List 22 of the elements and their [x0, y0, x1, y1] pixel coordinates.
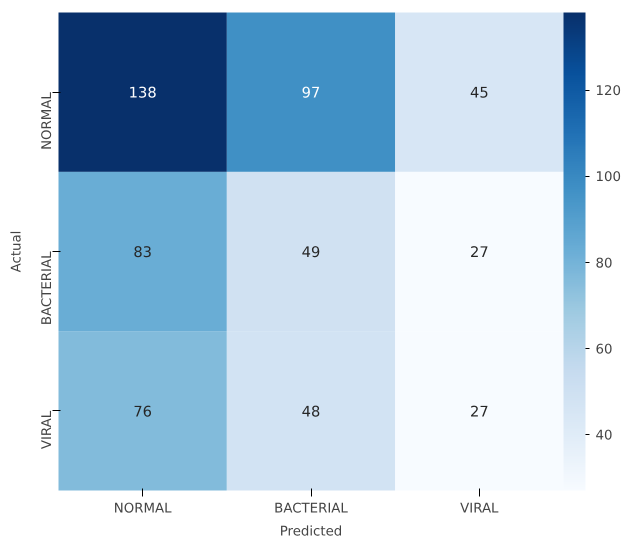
- x-tick-label: VIRAL: [460, 502, 500, 516]
- data-label: 97: [302, 84, 320, 102]
- y-tick-label: VIRAL: [40, 410, 55, 450]
- y-tick-label: NORMAL: [40, 92, 55, 150]
- color-bar-label: 60: [596, 342, 612, 358]
- x-tick-label: BACTERIAL: [274, 502, 348, 516]
- data-label: 138: [128, 84, 157, 102]
- y-axis-title: Actual: [10, 230, 24, 272]
- color-bar-label: 40: [596, 428, 612, 444]
- data-label: 83: [133, 244, 152, 261]
- y-tick-label: BACTERIAL: [40, 250, 55, 326]
- color-bar-label: 80: [596, 256, 612, 272]
- data-label: 45: [470, 84, 489, 102]
- x-tick-label: NORMAL: [114, 502, 172, 516]
- x-axis-title: Predicted: [280, 524, 342, 540]
- data-label: 27: [470, 244, 489, 261]
- data-label: 48: [302, 403, 320, 420]
- data-label: 76: [133, 403, 152, 420]
- color-bar-label: 100: [596, 170, 621, 186]
- data-label: 27: [470, 403, 489, 420]
- data-label: 49: [302, 244, 320, 261]
- color-bar-label: 120: [596, 84, 621, 100]
